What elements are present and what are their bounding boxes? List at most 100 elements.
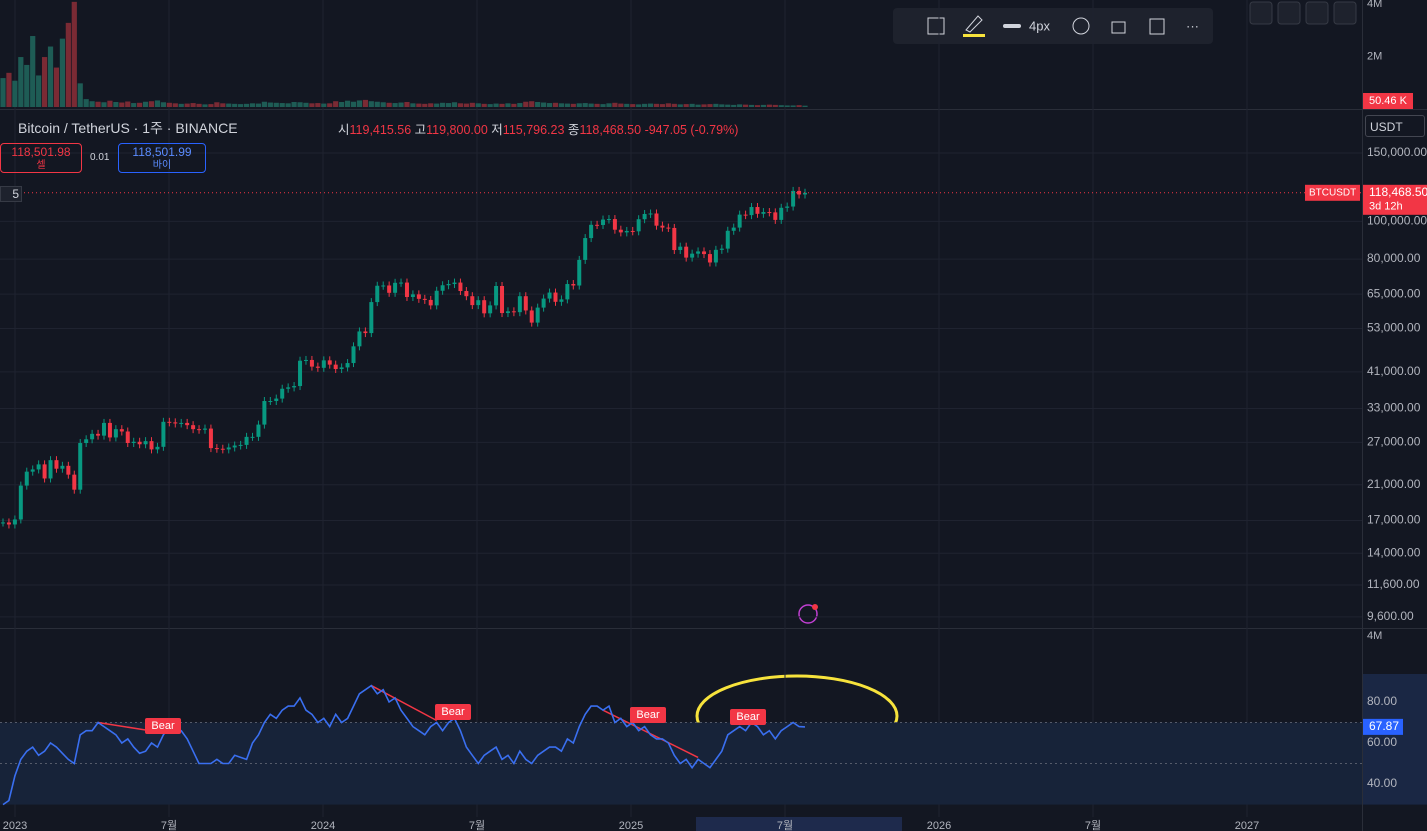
candle bbox=[381, 285, 386, 287]
candle bbox=[755, 207, 760, 214]
divergence-line bbox=[370, 684, 438, 722]
candle bbox=[618, 229, 623, 233]
volume-bar bbox=[677, 104, 683, 107]
sell-button[interactable]: 118,501.98 셀 bbox=[0, 143, 82, 173]
more-icon[interactable]: ··· bbox=[1186, 18, 1199, 33]
x-tick-label: 2026 bbox=[927, 820, 951, 831]
candle bbox=[173, 422, 178, 424]
button[interactable] bbox=[1305, 1, 1329, 25]
icon[interactable] bbox=[1111, 21, 1126, 34]
candle bbox=[345, 363, 350, 368]
candle bbox=[624, 230, 629, 233]
candle bbox=[131, 441, 136, 444]
candle bbox=[161, 421, 166, 447]
volume-bar bbox=[18, 57, 24, 107]
volume-bar bbox=[606, 103, 612, 107]
candle bbox=[90, 433, 95, 440]
volume-bar bbox=[65, 22, 71, 107]
candle bbox=[666, 227, 671, 229]
volume-bar bbox=[737, 104, 743, 107]
rsi-tag: 67.87 bbox=[1369, 719, 1399, 733]
sell-label: 셀 bbox=[36, 160, 46, 171]
candle bbox=[577, 259, 582, 286]
candle bbox=[137, 441, 142, 445]
candle bbox=[119, 429, 124, 432]
volume-bar bbox=[166, 102, 172, 107]
signal-label: Bear bbox=[151, 720, 175, 732]
icon[interactable] bbox=[1149, 18, 1165, 35]
signal-bg bbox=[630, 707, 666, 723]
signal-bg bbox=[730, 709, 766, 725]
volume-bar bbox=[131, 103, 137, 107]
volume-bar bbox=[541, 102, 547, 107]
label: 시 bbox=[338, 123, 350, 137]
label: 종 bbox=[567, 123, 580, 137]
volume-bar bbox=[327, 103, 333, 107]
x-tick-label: 2023 bbox=[3, 820, 27, 831]
volume-bar bbox=[659, 104, 666, 107]
line-width-icon[interactable] bbox=[1003, 24, 1021, 28]
y-tick-label: 21,000.00 bbox=[1367, 477, 1421, 491]
symbol-tag-bg bbox=[1305, 184, 1360, 201]
volume-bar bbox=[511, 103, 517, 107]
candle bbox=[404, 282, 409, 297]
candle bbox=[434, 290, 439, 306]
candle bbox=[72, 474, 77, 490]
volume-bar bbox=[428, 103, 434, 107]
icon[interactable] bbox=[927, 17, 945, 35]
candle bbox=[149, 441, 154, 450]
width-label[interactable]: 4px bbox=[1029, 18, 1050, 33]
volume-bar bbox=[564, 103, 570, 107]
volume-bar bbox=[160, 102, 166, 107]
volume-bar bbox=[642, 103, 648, 107]
candle bbox=[565, 284, 570, 300]
currency: USDT bbox=[1370, 120, 1403, 134]
volume-bar bbox=[154, 100, 161, 107]
color-swatch[interactable] bbox=[963, 34, 985, 37]
x-tick-label: 2024 bbox=[311, 820, 335, 831]
currency-select[interactable]: USDT bbox=[1365, 115, 1425, 137]
candle bbox=[452, 282, 457, 285]
candle bbox=[791, 190, 796, 207]
volume-bar bbox=[624, 103, 630, 107]
volume-bar bbox=[208, 104, 214, 107]
icon[interactable] bbox=[1072, 17, 1090, 35]
value: 119,800.00 bbox=[426, 123, 488, 137]
pane-label: 4M bbox=[1367, 630, 1382, 642]
candle bbox=[749, 207, 754, 216]
volume-bar bbox=[748, 104, 755, 107]
y-tick-label: 17,000.00 bbox=[1367, 513, 1421, 527]
icon[interactable] bbox=[965, 15, 983, 33]
volume-bar bbox=[647, 103, 654, 107]
symbol-title: Bitcoin / TetherUS · 1주 · BINANCE bbox=[18, 118, 238, 138]
button[interactable] bbox=[1277, 1, 1301, 25]
volume-bar bbox=[220, 103, 226, 107]
volume-bar bbox=[344, 100, 351, 107]
volume-bar bbox=[754, 105, 761, 107]
y-tick-label: 33,000.00 bbox=[1367, 401, 1421, 415]
volume-tag-bg bbox=[1363, 93, 1413, 109]
candle bbox=[36, 464, 41, 470]
candle bbox=[702, 251, 707, 255]
candle bbox=[654, 213, 659, 226]
candle bbox=[351, 346, 356, 364]
candle bbox=[482, 300, 487, 314]
button[interactable] bbox=[1333, 1, 1357, 25]
candle bbox=[256, 424, 261, 437]
volume-bar bbox=[321, 103, 327, 107]
rsi-tag-bg bbox=[1363, 718, 1403, 735]
alert-icon[interactable] bbox=[798, 604, 818, 624]
buy-button[interactable]: 118,501.99 바이 bbox=[118, 143, 206, 173]
candle bbox=[42, 464, 47, 479]
indicator-toggle[interactable]: 5 bbox=[0, 186, 22, 202]
y-tick-label: 80,000.00 bbox=[1367, 251, 1421, 265]
candle bbox=[660, 225, 665, 228]
symbol-tag: BTCUSDT bbox=[1309, 187, 1356, 198]
candle bbox=[505, 311, 510, 314]
alert-dot bbox=[812, 604, 818, 610]
button[interactable] bbox=[1249, 1, 1273, 25]
candle bbox=[523, 296, 528, 311]
candle bbox=[387, 285, 392, 293]
candle bbox=[232, 445, 237, 448]
volume-bar bbox=[41, 57, 48, 107]
